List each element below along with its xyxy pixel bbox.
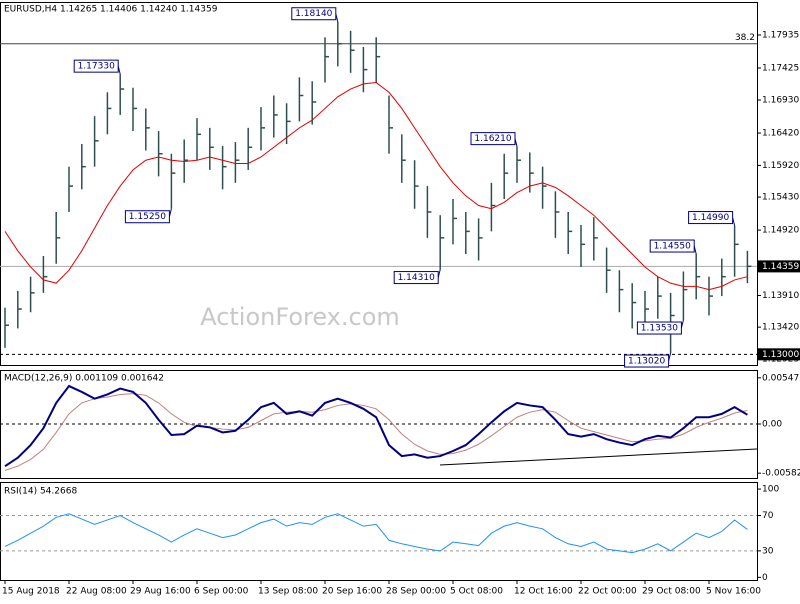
x-tick-label: 20 Sep 16:00 bbox=[322, 587, 382, 597]
annotation-box bbox=[393, 271, 439, 285]
annotation-label: 1.15250 bbox=[129, 212, 166, 222]
y-tick-label: 1.15430 bbox=[762, 193, 799, 203]
trend-line bbox=[439, 448, 758, 466]
x-tick-label: 29 Oct 08:00 bbox=[642, 587, 701, 597]
rsi-panel bbox=[0, 482, 758, 581]
x-tick-label: 12 Oct 16:00 bbox=[514, 587, 573, 597]
x-tick-label: 5 Oct 08:00 bbox=[450, 587, 503, 597]
annotation-label: 1.14310 bbox=[398, 273, 435, 283]
annotation-label: 1.13530 bbox=[641, 324, 678, 334]
moving-average bbox=[4, 82, 748, 291]
annotation-box bbox=[636, 321, 682, 335]
y-tick-label: 70 bbox=[762, 511, 774, 521]
y-tick-label: 0 bbox=[762, 573, 768, 583]
y-tick-label: 0.00 bbox=[762, 420, 782, 430]
macd-line bbox=[4, 384, 748, 468]
x-tick-label: 5 Nov 16:00 bbox=[706, 587, 761, 597]
y-tick-label: 1.13910 bbox=[762, 291, 799, 301]
annotation-label: 1.14990 bbox=[692, 213, 729, 223]
annotation-label: 1.18140 bbox=[295, 9, 332, 19]
annotation-box bbox=[649, 239, 695, 253]
rsi-title: RSI(14) 54.2668 bbox=[4, 487, 77, 497]
y-tick-label: 1.16420 bbox=[762, 129, 799, 139]
y-tick-label: -0.005828 bbox=[762, 469, 800, 479]
y-tick-label: 1.14920 bbox=[762, 226, 799, 236]
x-tick-label: 15 Aug 2018 bbox=[2, 587, 60, 597]
annotation-box bbox=[291, 7, 337, 21]
y-tick-label: 100 bbox=[762, 485, 779, 495]
price-box-label: 1.14359 bbox=[762, 262, 799, 272]
y-tick-label: 1.13420 bbox=[762, 323, 799, 333]
level-label: 38.2 bbox=[735, 33, 755, 43]
y-tick-label: 1.15920 bbox=[762, 161, 799, 171]
x-tick-label: 6 Sep 00:00 bbox=[194, 587, 249, 597]
y-tick-label: 1.17935 bbox=[762, 31, 799, 41]
annotation-box bbox=[124, 210, 170, 224]
annotation-label: 1.14550 bbox=[654, 242, 691, 252]
chart-title: EURUSD,H4 1.14265 1.14406 1.14240 1.1435… bbox=[4, 5, 218, 15]
annotation-box bbox=[688, 211, 734, 225]
macd-title: MACD(12,26,9) 0.001109 0.001642 bbox=[4, 374, 164, 384]
annotation-box bbox=[470, 132, 516, 146]
y-tick-label: 30 bbox=[762, 546, 774, 556]
rsi-line bbox=[4, 513, 748, 554]
price-box-label: 1.13000 bbox=[762, 350, 799, 360]
price-box bbox=[758, 348, 800, 361]
price-box bbox=[758, 260, 800, 273]
annotation-box bbox=[73, 59, 119, 73]
y-tick-label: 1.16930 bbox=[762, 96, 799, 106]
annotation-label: 1.13020 bbox=[628, 357, 665, 367]
annotation-box bbox=[624, 354, 670, 368]
watermark: ActionForex.com bbox=[200, 303, 400, 331]
y-tick-label: 1.17425 bbox=[762, 64, 799, 74]
x-tick-label: 29 Aug 16:00 bbox=[130, 587, 191, 597]
y-tick-label: 0.005472 bbox=[762, 373, 800, 383]
price-panel bbox=[0, 2, 758, 366]
x-tick-label: 13 Sep 08:00 bbox=[258, 587, 318, 597]
annotation-label: 1.17330 bbox=[78, 62, 115, 72]
x-tick-label: 22 Aug 08:00 bbox=[66, 587, 127, 597]
x-tick-label: 22 Oct 00:00 bbox=[578, 587, 637, 597]
x-tick-label: 28 Sep 00:00 bbox=[386, 587, 446, 597]
annotation-label: 1.16210 bbox=[474, 134, 511, 144]
signal-line bbox=[4, 393, 748, 471]
